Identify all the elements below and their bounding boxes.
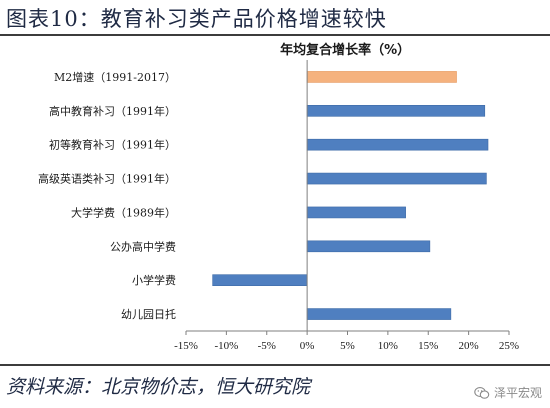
bar-4 [306, 172, 487, 185]
bar-6 [306, 240, 431, 253]
bar-3 [306, 138, 489, 151]
category-label-3: 初等教育补习（1991年） [49, 138, 176, 152]
category-label-5: 大学学费（1989年） [71, 205, 176, 219]
bar-5 [306, 206, 406, 219]
bar-7 [212, 274, 308, 286]
watermark-text: 泽平宏观 [493, 386, 542, 400]
x-tick-label-8: 20% [459, 340, 479, 352]
footer-divider [0, 364, 550, 366]
category-label-7: 小学学费 [132, 273, 176, 287]
chart-title: 年均复合增长率（%） [280, 42, 410, 58]
x-tick-label-7: 15% [418, 340, 438, 352]
category-label-8: 幼儿园日托 [121, 307, 176, 321]
x-tick-label-1: -15% [174, 340, 198, 352]
figure-title: 图表10：教育补习类产品价格增速较快 [6, 7, 387, 31]
bar-8 [306, 308, 452, 320]
category-label-2: 高中教育补习（1991年） [49, 104, 176, 118]
x-tick-label-4: 0% [300, 340, 315, 352]
x-tick-label-2: -10% [214, 340, 238, 352]
bar-2 [306, 105, 486, 117]
x-tick-label-5: 5% [340, 340, 355, 352]
x-tick-label-6: 10% [378, 340, 398, 352]
category-label-6: 公办高中学费 [110, 239, 176, 253]
wechat-icon [474, 386, 490, 399]
source-note: 资料来源：北京物价志，恒大研究院 [6, 376, 311, 398]
bar-chart: 年均复合增长率（%） M2增速（1991-2017） 高中教育补习（1991年） 初等… [38, 42, 519, 352]
watermark: 泽平宏观 [474, 384, 542, 401]
x-tick-label-3: -5% [258, 340, 276, 352]
header-divider [0, 34, 550, 36]
x-tick-label-9: 25% [499, 340, 519, 352]
category-label-4: 高级英语类补习（1991年） [38, 172, 176, 186]
bar-1 [306, 71, 457, 83]
figure-header: 图表10：教育补习类产品价格增速较快 [0, 0, 550, 38]
category-label-1: M2增速（1991-2017） [54, 70, 176, 84]
